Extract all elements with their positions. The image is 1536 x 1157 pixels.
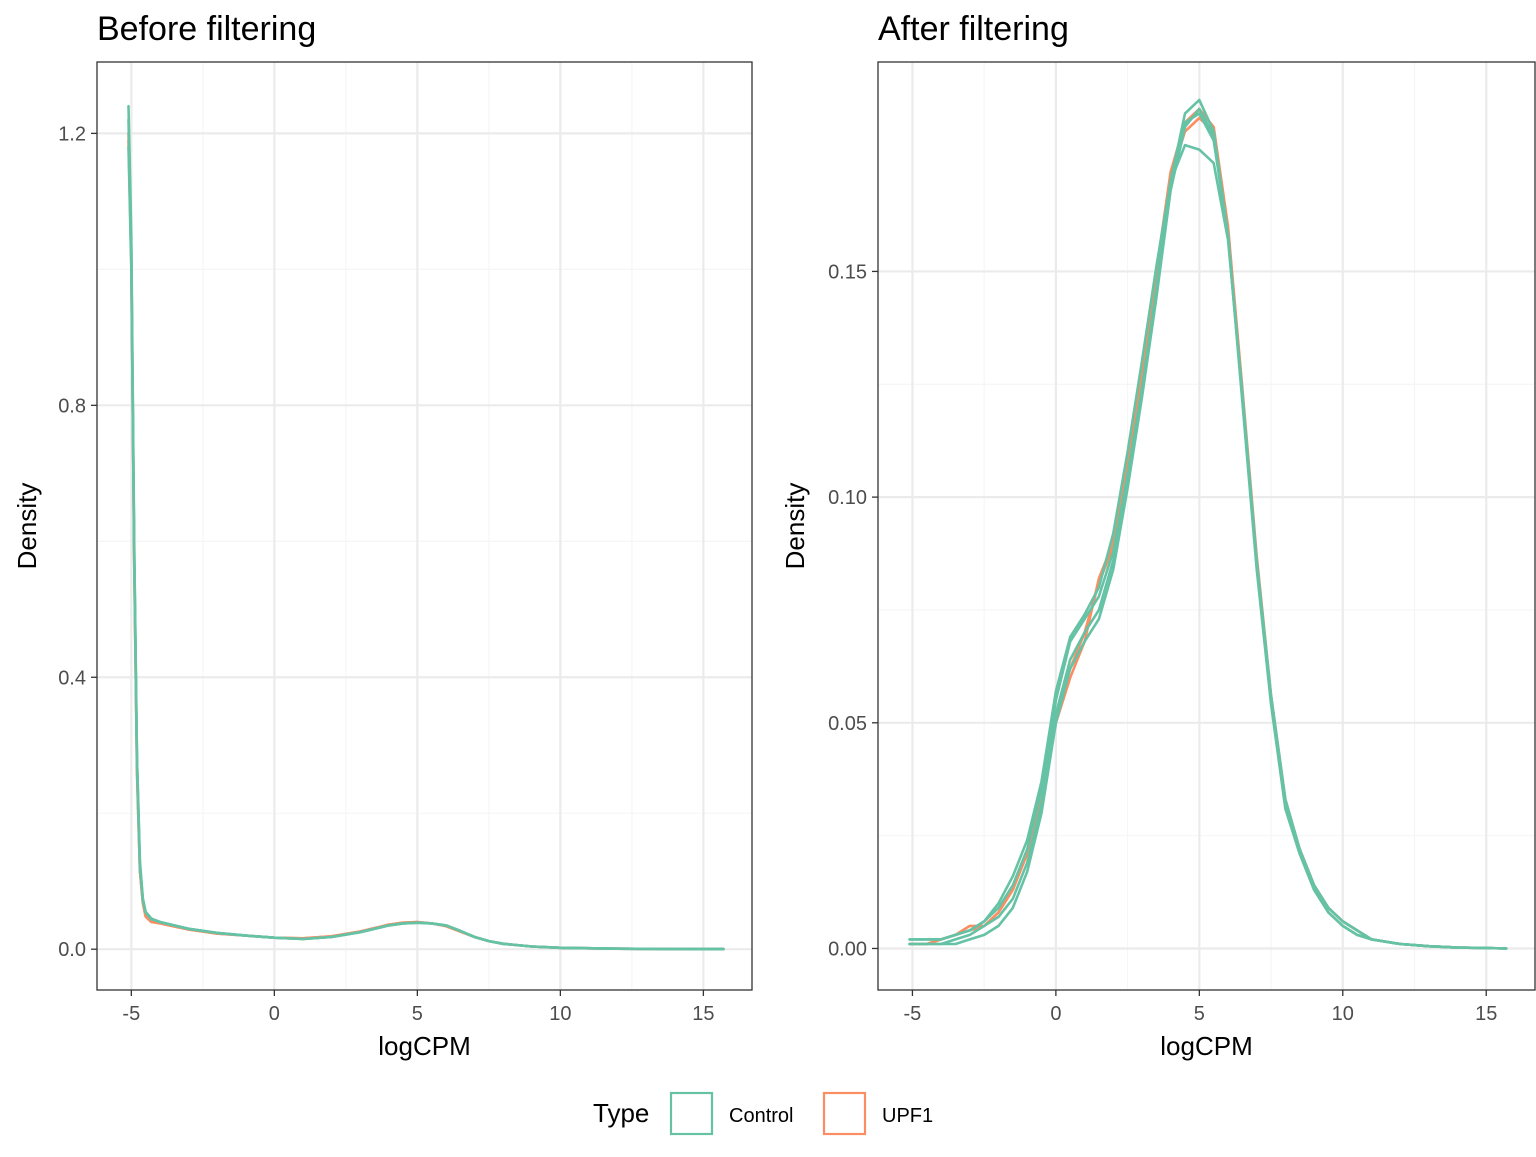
panel-background (97, 62, 752, 990)
x-tick-label: 10 (549, 1003, 571, 1025)
x-tick-label: -5 (904, 1003, 922, 1025)
density-line-control (908, 143, 1508, 950)
y-tick-label: 0.4 (58, 667, 86, 689)
y-tick-label: 0.05 (828, 713, 867, 735)
x-tick-label: 5 (412, 1003, 423, 1025)
x-axis-label: logCPM (378, 1031, 470, 1061)
x-axis-label: logCPM (1160, 1031, 1252, 1061)
panel-after-filtering: -5 0 5 10 15 0.00 0.05 0.10 0.15 After filtering l… (780, 10, 1536, 1061)
y-tick-label: 0.8 (58, 395, 86, 417)
y-tick-label: 0.00 (828, 938, 867, 960)
legend-title: Type (593, 1098, 649, 1128)
legend-label-control: Control (729, 1105, 793, 1127)
y-tick-label: 0.10 (828, 487, 867, 509)
panel-background (878, 62, 1535, 990)
y-axis-label: Density (12, 483, 42, 570)
y-axis-label: Density (780, 483, 810, 570)
legend-key-control (669, 1091, 714, 1136)
panel-border (877, 61, 1536, 991)
x-tick-label: 10 (1332, 1003, 1354, 1025)
y-tick-label: 1.2 (58, 123, 86, 145)
legend-label-upf1: UPF1 (882, 1105, 933, 1127)
x-tick-label: 0 (269, 1003, 280, 1025)
x-tick-label: 15 (1475, 1003, 1497, 1025)
panel-title: After filtering (878, 10, 1069, 48)
legend-key-upf1 (822, 1091, 867, 1136)
panel-before-filtering: -5 0 5 10 15 0.0 0.4 0.8 1.2 Before filtering logC… (12, 10, 753, 1061)
panel-title: Before filtering (97, 10, 316, 48)
legend: Type Control UPF1 (593, 1091, 933, 1136)
y-tick-label: 0.15 (828, 261, 867, 283)
x-tick-label: 5 (1194, 1003, 1205, 1025)
y-tick-label: 0.0 (58, 939, 86, 961)
density-line-control (908, 112, 1508, 950)
panel-border (96, 61, 753, 991)
density-line-control (127, 118, 725, 951)
x-tick-label: 15 (692, 1003, 714, 1025)
x-tick-label: 0 (1050, 1003, 1061, 1025)
x-tick-label: -5 (122, 1003, 140, 1025)
